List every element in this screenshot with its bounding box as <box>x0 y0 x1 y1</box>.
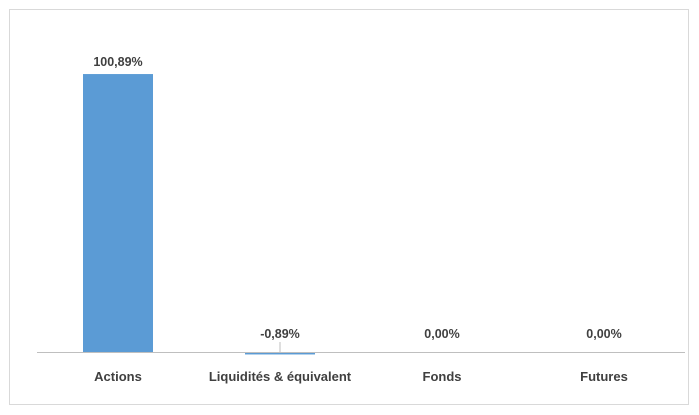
category-label-futures: Futures <box>580 369 628 384</box>
data-label-liquidites-equivalent: -0,89% <box>260 327 300 341</box>
category-label-actions: Actions <box>94 369 142 384</box>
category-label-fonds: Fonds <box>423 369 462 384</box>
category-label-liquidites-equivalent: Liquidités & équivalent <box>209 369 352 384</box>
data-labels-group: 100,89% -0,89% 0,00% 0,00% <box>93 55 622 352</box>
bars-group <box>83 74 315 355</box>
data-label-fonds: 0,00% <box>424 327 459 341</box>
bar-liquidites-equivalent <box>245 352 315 355</box>
data-label-futures: 0,00% <box>586 327 621 341</box>
bar-actions <box>83 74 153 353</box>
category-labels-group: Actions Liquidités & équivalent Fonds Futur… <box>94 369 628 384</box>
data-label-actions: 100,89% <box>93 55 142 69</box>
